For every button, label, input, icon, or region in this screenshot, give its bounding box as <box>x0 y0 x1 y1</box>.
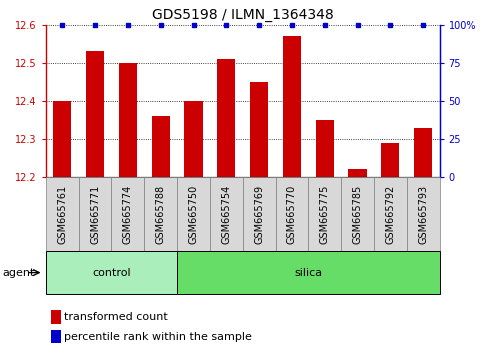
Bar <box>152 116 170 177</box>
Text: agent: agent <box>2 268 35 278</box>
Text: GSM665785: GSM665785 <box>353 184 363 244</box>
Text: GSM665761: GSM665761 <box>57 184 67 244</box>
Text: GSM665788: GSM665788 <box>156 184 166 244</box>
Title: GDS5198 / ILMN_1364348: GDS5198 / ILMN_1364348 <box>152 8 334 22</box>
Text: control: control <box>92 268 131 278</box>
Bar <box>185 101 202 177</box>
Text: GSM665769: GSM665769 <box>254 184 264 244</box>
Text: transformed count: transformed count <box>64 312 168 322</box>
Text: GSM665774: GSM665774 <box>123 184 133 244</box>
Text: silica: silica <box>294 268 322 278</box>
Bar <box>414 127 432 177</box>
Text: GSM665754: GSM665754 <box>221 184 231 244</box>
Text: GSM665793: GSM665793 <box>418 184 428 244</box>
Text: GSM665792: GSM665792 <box>385 184 395 244</box>
Bar <box>316 120 334 177</box>
Bar <box>283 36 301 177</box>
Bar <box>349 169 367 177</box>
Text: GSM665775: GSM665775 <box>320 184 330 244</box>
Bar <box>217 59 235 177</box>
Text: GSM665750: GSM665750 <box>188 184 199 244</box>
Bar <box>250 82 268 177</box>
Text: GSM665770: GSM665770 <box>287 184 297 244</box>
Bar <box>86 51 104 177</box>
Text: GSM665771: GSM665771 <box>90 184 100 244</box>
Text: percentile rank within the sample: percentile rank within the sample <box>64 332 252 342</box>
Bar <box>53 101 71 177</box>
Bar <box>119 63 137 177</box>
Bar <box>381 143 399 177</box>
